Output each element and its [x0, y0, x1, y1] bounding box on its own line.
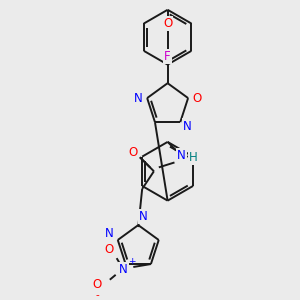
Text: O: O: [104, 243, 113, 256]
Text: N: N: [119, 263, 128, 276]
Text: N: N: [139, 210, 148, 223]
Text: H: H: [189, 151, 197, 164]
Text: O: O: [163, 17, 172, 30]
Text: F: F: [164, 50, 171, 63]
Text: N: N: [105, 226, 113, 240]
Text: N: N: [177, 149, 186, 162]
Text: O: O: [192, 92, 202, 105]
Text: -: -: [95, 290, 99, 300]
Text: O: O: [129, 146, 138, 159]
Text: O: O: [92, 278, 102, 291]
Text: +: +: [129, 256, 136, 266]
Text: N: N: [183, 120, 191, 133]
Text: N: N: [134, 92, 143, 105]
